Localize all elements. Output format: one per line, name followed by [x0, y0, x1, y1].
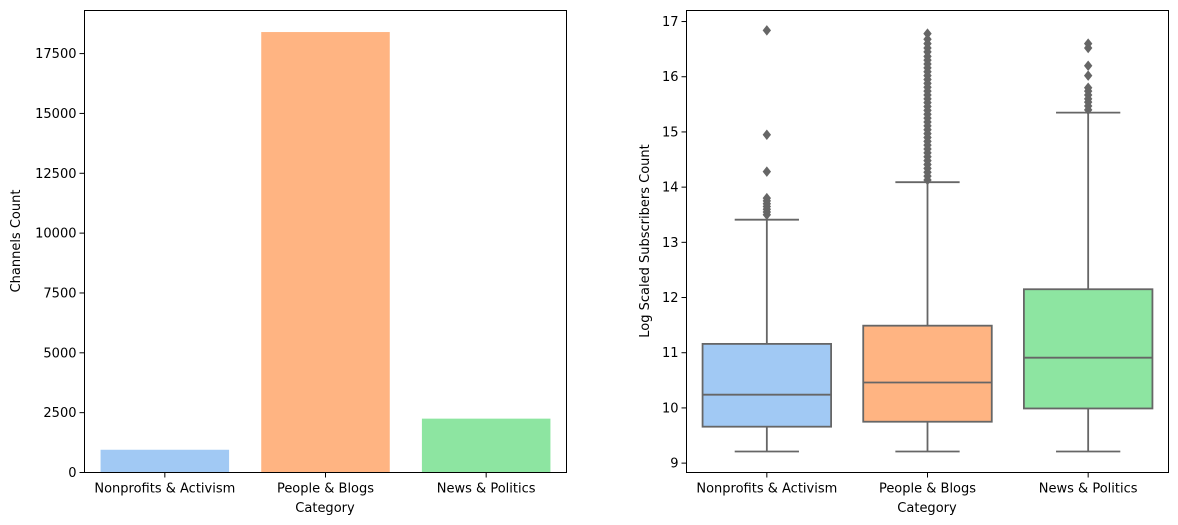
- bar-y-ticks: 0 2500 5000 7500 10000 12500 15000 17500: [35, 47, 85, 481]
- bar-y-tick-label: 17500: [35, 47, 76, 62]
- box-y-tick-label: 10: [662, 401, 679, 416]
- bar-y-tick-label: 15000: [35, 107, 76, 122]
- bar-x-tick-label: Nonprofits & Activism: [94, 482, 235, 497]
- box-outlier: [762, 192, 772, 204]
- box-y-axis-label: Log Scaled Subscribers Count: [638, 144, 653, 337]
- bar: [421, 418, 551, 473]
- bar-plot-frame: [84, 10, 567, 473]
- box-x-axis-label: Category: [897, 501, 957, 516]
- box-x-ticks: Nonprofits & Activism People & Blogs News …: [696, 472, 1138, 497]
- box-y-tick-label: 16: [662, 70, 679, 85]
- box-outlier: [1083, 60, 1093, 71]
- bar-y-tick-label: 10000: [35, 227, 76, 242]
- box-outlier: [762, 166, 772, 177]
- box-iqr: [1023, 288, 1154, 410]
- bar-marks: [100, 32, 551, 473]
- box-plot-frame: [686, 10, 1169, 473]
- box-y-tick-label: 17: [662, 15, 679, 30]
- box-x-tick-label: Nonprofits & Activism: [696, 482, 837, 497]
- box-outlier: [1083, 82, 1093, 94]
- box-marks: [701, 25, 1154, 453]
- bar-y-tick-label: 5000: [43, 346, 76, 361]
- bar-x-ticks: Nonprofits & Activism People & Blogs News …: [94, 472, 536, 497]
- box-y-tick-label: 11: [662, 346, 679, 361]
- box-x-tick-label: News & Politics: [1039, 482, 1138, 497]
- bar-y-tick-label: 12500: [35, 167, 76, 182]
- bar-x-tick-label: People & Blogs: [277, 482, 374, 497]
- box-outlier: [1083, 38, 1093, 49]
- bar-y-tick-label: 0: [68, 466, 76, 481]
- box-x-tick-label: People & Blogs: [879, 482, 976, 497]
- bar-y-tick-label: 7500: [43, 286, 76, 301]
- bar-y-axis-label: Channels Count: [9, 190, 24, 293]
- bar: [261, 32, 390, 473]
- box-y-tick-label: 13: [662, 236, 679, 251]
- box-outlier: [923, 28, 932, 39]
- bar-x-tick-label: News & Politics: [437, 482, 536, 497]
- box-y-tick-label: 9: [670, 457, 678, 472]
- box-iqr: [701, 342, 832, 428]
- box-y-tick-label: 12: [662, 291, 679, 306]
- bar-x-axis-label: Category: [295, 501, 355, 516]
- box-outlier: [762, 129, 772, 140]
- box-y-tick-label: 15: [662, 125, 679, 140]
- bar-y-tick-label: 2500: [43, 406, 76, 421]
- box-y-ticks: 9 10 11 12 13 14 15 16 17: [662, 15, 687, 472]
- box-outlier: [762, 25, 772, 36]
- box-iqr: [862, 324, 993, 423]
- box-y-tick-label: 14: [662, 181, 679, 196]
- box-plot: 9 10 11 12 13 14 15 16 17 Nonprofits & Activism P…: [638, 10, 1169, 516]
- box-outlier: [923, 33, 932, 45]
- bar-chart: 0 2500 5000 7500 10000 12500 15000 17500 Nonpro…: [9, 10, 567, 516]
- bar: [100, 449, 230, 473]
- box-outlier: [1083, 70, 1093, 81]
